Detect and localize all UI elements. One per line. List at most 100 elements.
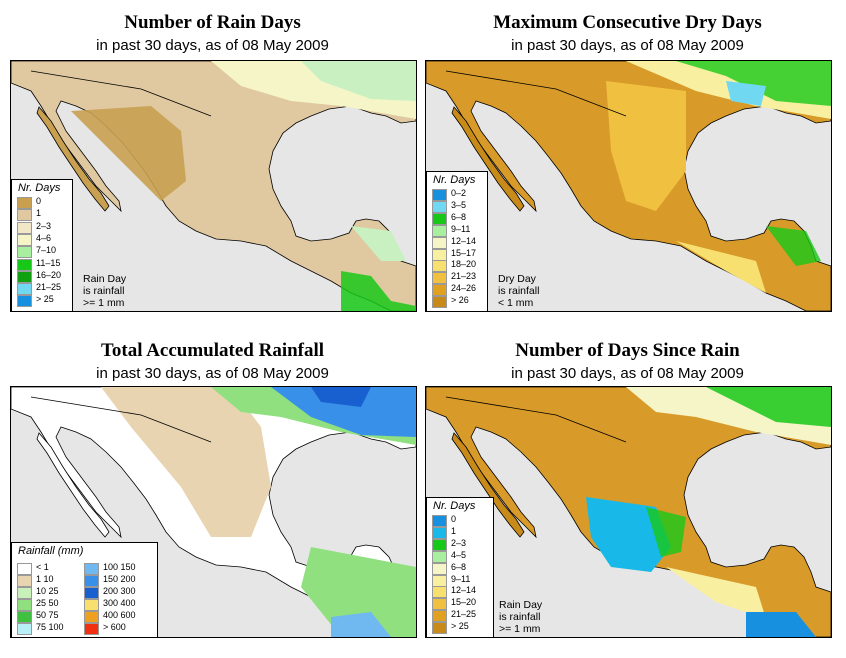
legend-label: 10 25 [36,586,59,596]
legend-label: 21–25 [451,609,477,620]
panel-subtitle: in past 30 days, as of 08 May 2009 [96,365,329,382]
since-rain-legend: Nr. Days 0 1 2–3 4–5 6–8 9–11 12–14 15–20 21–25 >… [426,497,494,637]
legend-label: < 1 [36,562,49,572]
legend-swatch [432,189,447,201]
legend-title: Nr. Days [18,182,61,194]
legend-label: > 25 [451,621,469,632]
legend-swatch [432,236,447,249]
legend-swatch [432,586,447,599]
legend-swatch [432,296,447,309]
legend-label: 0–2 [451,188,467,198]
legend-label: 300 400 [103,598,136,608]
legend-swatch [17,209,32,222]
legend-swatch [17,197,32,209]
legend-swatch [17,575,32,587]
legend-label: 18–20 [451,259,477,270]
legend-swatch [432,284,447,297]
note-line: Dry Day [498,273,536,285]
legend-swatch [17,599,32,611]
legend-label: 15–20 [451,597,477,608]
legend-label: 4–6 [36,232,52,243]
legend-label: > 25 [36,294,54,305]
note-line: Rain Day [499,599,543,611]
legend-label: 24–26 [451,283,477,294]
legend-swatch [432,200,447,213]
legend-swatch [432,272,447,285]
legend-swatch [432,598,447,611]
legend-label: 75 100 [36,622,64,632]
legend-label: 400 600 [103,610,136,620]
note-line: < 1 mm [498,297,534,309]
legend-swatch [84,599,99,611]
legend-swatch [432,248,447,261]
legend-swatch [17,221,32,234]
legend-swatch [17,295,32,308]
legend-swatch [432,538,447,551]
legend-label: 9–11 [451,573,471,584]
panel-subtitle: in past 30 days, as of 08 May 2009 [96,37,329,54]
legend-label: 2–3 [451,537,467,548]
note-line: is rainfall [499,611,541,623]
legend-label: 1 [36,208,42,219]
legend-label: 7–10 [36,245,57,256]
legend-label: 6–8 [451,211,467,222]
rainfall-map-graphic [11,387,416,637]
dry-days-legend: Nr. Days 0–2 3–5 6–8 9–11 12–14 15–17 18–20 21–… [426,171,488,311]
since-rain-note: Rain Day is rainfall >= 1 mm [499,599,542,635]
legend-label: 50 75 [36,610,59,620]
note-line: >= 1 mm [83,297,125,309]
legend-swatch [17,246,32,259]
legend-label: 0 [36,196,42,206]
legend-swatch [432,515,447,527]
legend-title: Rainfall (mm) [18,545,84,557]
legend-label: 21–25 [36,282,62,293]
legend-label: 100 150 [103,562,136,572]
legend-label: > 26 [451,295,469,306]
legend-swatch [432,550,447,563]
legend-swatch [432,260,447,273]
legend-swatch [84,587,99,599]
panel-title: Number of Rain Days [124,12,301,33]
legend-label: 6–8 [451,561,467,572]
panel-subtitle: in past 30 days, as of 08 May 2009 [511,37,744,54]
legend-swatch [84,611,99,623]
legend-label: 9–11 [451,223,471,234]
legend-label: 15–17 [451,247,477,258]
legend-label: > 600 [103,622,126,632]
legend-label: 12–14 [451,585,477,596]
legend-swatch [84,575,99,587]
note-line: Rain Day [83,273,127,285]
dry-days-map: Nr. Days 0–2 3–5 6–8 9–11 12–14 15–17 18–20 21–… [425,60,832,312]
panel-subtitle: in past 30 days, as of 08 May 2009 [511,365,744,382]
legend-swatch [17,587,32,599]
legend-label: 2–3 [36,220,52,231]
legend-swatch [432,212,447,225]
legend-swatch [17,563,32,575]
dry-days-note: Dry Day is rainfall < 1 mm [498,273,539,309]
panel-title: Number of Days Since Rain [515,340,740,361]
legend-swatch [17,233,32,246]
legend-swatch [17,283,32,296]
legend-label: 16–20 [36,269,62,280]
note-line: is rainfall [498,285,540,297]
legend-title: Nr. Days [433,500,476,512]
note-line: >= 1 mm [499,623,541,635]
legend-swatch [432,526,447,539]
legend-swatch [17,611,32,623]
rainfall-legend: Rainfall (mm) < 1 1 10 10 25 25 50 50 75 75 1… [11,542,158,637]
panel-title: Maximum Consecutive Dry Days [493,12,762,33]
legend-label: 3–5 [451,199,467,210]
rain-days-map-graphic [11,61,416,311]
rainfall-map: Rainfall (mm) < 1 1 10 10 25 25 50 50 75 75 1… [10,386,417,638]
dry-days-map-graphic [426,61,831,311]
legend-label: 200 300 [103,586,136,596]
legend-label: 1 10 [36,574,54,584]
legend-label: 0 [451,514,457,524]
legend-swatch [432,562,447,575]
legend-swatch [84,623,99,635]
legend-swatch [84,563,99,575]
legend-swatch [432,610,447,623]
note-line: is rainfall [83,285,125,297]
legend-swatch [17,623,32,635]
rain-days-legend: Nr. Days 0 1 2–3 4–6 7–10 11–15 16–20 21–25 > 25 [11,179,73,311]
